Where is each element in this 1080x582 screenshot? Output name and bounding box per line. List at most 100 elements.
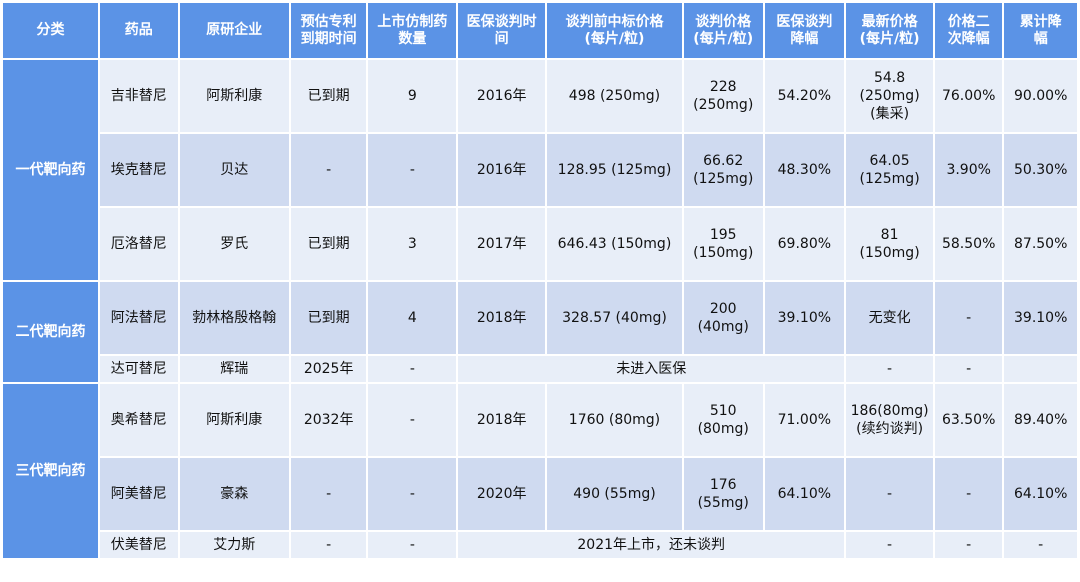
table-row: 阿美替尼 豪森 - - 2020年 490 (55mg) 176 (55mg) … bbox=[2, 456, 1079, 532]
drop1-cell: 71.00% bbox=[762, 382, 847, 458]
drop1-cell: 64.10% bbox=[762, 456, 847, 532]
total-drop-cell: 39.10% bbox=[1002, 280, 1079, 356]
drug-cell: 阿美替尼 bbox=[97, 456, 180, 532]
drop1-cell: 48.30% bbox=[762, 132, 847, 208]
drop2-cell: - bbox=[932, 456, 1005, 532]
header-drug: 药品 bbox=[97, 1, 180, 60]
total-drop-cell bbox=[1002, 354, 1079, 384]
patent-cell: 已到期 bbox=[288, 58, 369, 134]
company-cell: 阿斯利康 bbox=[177, 58, 291, 134]
drug-cell: 阿法替尼 bbox=[97, 280, 180, 356]
generics-cell: 4 bbox=[366, 280, 459, 356]
header-negotiation-drop: 医保谈判 降幅 bbox=[762, 1, 847, 60]
latest-price-cell: 无变化 bbox=[844, 280, 935, 356]
company-cell: 勃林格殷格翰 bbox=[177, 280, 291, 356]
time-cell: 2018年 bbox=[456, 280, 548, 356]
total-drop-cell: - bbox=[1002, 530, 1079, 560]
drug-price-table: 分类 药品 原研企业 预估专利 到期时间 上市仿制药 数量 医保谈判时 间 谈判… bbox=[1, 1, 1079, 560]
drug-cell: 厄洛替尼 bbox=[97, 206, 180, 282]
generics-cell: - bbox=[366, 530, 459, 560]
latest-price-cell: - bbox=[844, 530, 935, 560]
header-patent-expiry: 预估专利 到期时间 bbox=[288, 1, 369, 60]
drug-cell: 吉非替尼 bbox=[97, 58, 180, 134]
time-cell: 2020年 bbox=[456, 456, 548, 532]
drug-cell: 伏美替尼 bbox=[97, 530, 180, 560]
company-cell: 艾力斯 bbox=[177, 530, 291, 560]
drop2-cell: - bbox=[932, 354, 1005, 384]
patent-cell: 2025年 bbox=[288, 354, 369, 384]
patent-cell: - bbox=[288, 132, 369, 208]
nego-price-cell: 200 (40mg) bbox=[681, 280, 765, 356]
total-drop-cell: 50.30% bbox=[1002, 132, 1079, 208]
total-drop-cell: 87.50% bbox=[1002, 206, 1079, 282]
drug-cell: 埃克替尼 bbox=[97, 132, 180, 208]
pre-price-cell: 490 (55mg) bbox=[545, 456, 684, 532]
time-cell: 2016年 bbox=[456, 132, 548, 208]
pre-price-cell: 1760 (80mg) bbox=[545, 382, 684, 458]
time-cell: 2017年 bbox=[456, 206, 548, 282]
latest-price-cell: - bbox=[844, 354, 935, 384]
drop2-cell: 58.50% bbox=[932, 206, 1005, 282]
nego-price-cell: 228 (250mg) bbox=[681, 58, 765, 134]
company-cell: 贝达 bbox=[177, 132, 291, 208]
drug-cell: 达可替尼 bbox=[97, 354, 180, 384]
header-total-drop: 累计降 幅 bbox=[1002, 1, 1079, 60]
header-latest-price: 最新价格 (每片/粒) bbox=[844, 1, 935, 60]
table-row: 一代靶向药 吉非替尼 阿斯利康 已到期 9 2016年 498 (250mg) … bbox=[1, 58, 1079, 282]
total-drop-cell: 64.10% bbox=[1002, 456, 1079, 532]
category-cell: 二代靶向药 bbox=[1, 280, 100, 384]
drop2-cell: 76.00% bbox=[932, 58, 1005, 134]
header-pre-negotiation-price: 谈判前中标价格 (每片/粒) bbox=[545, 1, 684, 60]
patent-cell: - bbox=[288, 530, 369, 560]
header-company: 原研企业 bbox=[177, 1, 291, 60]
company-cell: 罗氏 bbox=[177, 206, 291, 282]
patent-cell: 2032年 bbox=[288, 382, 369, 458]
generics-cell: 9 bbox=[366, 58, 459, 134]
header-negotiation-time: 医保谈判时 间 bbox=[456, 1, 548, 60]
merged-status-cell: 2021年上市，还未谈判 bbox=[456, 530, 847, 560]
time-cell: 2016年 bbox=[456, 58, 548, 134]
patent-cell: - bbox=[288, 456, 369, 532]
nego-price-cell: 195 (150mg) bbox=[681, 206, 765, 282]
category-cell: 一代靶向药 bbox=[1, 58, 100, 282]
patent-cell: 已到期 bbox=[288, 280, 369, 356]
header-row: 分类 药品 原研企业 预估专利 到期时间 上市仿制药 数量 医保谈判时 间 谈判… bbox=[1, 1, 1079, 60]
pre-price-cell: 498 (250mg) bbox=[545, 58, 684, 134]
drug-cell: 奥希替尼 bbox=[97, 382, 180, 458]
nego-price-cell: 66.62 (125mg) bbox=[681, 132, 765, 208]
drop1-cell: 39.10% bbox=[762, 280, 847, 356]
total-drop-cell: 89.40% bbox=[1002, 382, 1079, 458]
header-negotiated-price: 谈判价格 (每片/粒) bbox=[681, 1, 765, 60]
header-second-drop: 价格二 次降幅 bbox=[932, 1, 1005, 60]
company-cell: 辉瑞 bbox=[177, 354, 291, 384]
table-row: 二代靶向药 阿法替尼 勃林格殷格翰 已到期 4 2018年 328.57 (40… bbox=[1, 280, 1079, 384]
generics-cell: - bbox=[366, 354, 459, 384]
drop1-cell: 69.80% bbox=[762, 206, 847, 282]
table-row: 达可替尼 辉瑞 2025年 - 未进入医保 - - bbox=[2, 354, 1079, 384]
pre-price-cell: 328.57 (40mg) bbox=[545, 280, 684, 356]
latest-price-cell: - bbox=[844, 456, 935, 532]
category-cell: 三代靶向药 bbox=[1, 382, 100, 560]
latest-price-cell: 81 (150mg) bbox=[844, 206, 935, 282]
total-drop-cell: 90.00% bbox=[1002, 58, 1079, 134]
generics-cell: - bbox=[366, 132, 459, 208]
latest-price-cell: 186(80mg) (续约谈判) bbox=[844, 382, 935, 458]
merged-status-cell: 未进入医保 bbox=[456, 354, 847, 384]
table-row: 厄洛替尼 罗氏 已到期 3 2017年 646.43 (150mg) 195 (… bbox=[2, 206, 1079, 282]
header-category: 分类 bbox=[1, 1, 100, 60]
table-row: 伏美替尼 艾力斯 - - 2021年上市，还未谈判 - - - bbox=[2, 530, 1079, 560]
company-cell: 阿斯利康 bbox=[177, 382, 291, 458]
drop2-cell: - bbox=[932, 530, 1005, 560]
drop2-cell: 3.90% bbox=[932, 132, 1005, 208]
nego-price-cell: 176 (55mg) bbox=[681, 456, 765, 532]
generics-cell: - bbox=[366, 382, 459, 458]
table-row: 埃克替尼 贝达 - - 2016年 128.95 (125mg) 66.62 (… bbox=[2, 132, 1079, 208]
generics-cell: 3 bbox=[366, 206, 459, 282]
generics-cell: - bbox=[366, 456, 459, 532]
pre-price-cell: 128.95 (125mg) bbox=[545, 132, 684, 208]
company-cell: 豪森 bbox=[177, 456, 291, 532]
table-row: 三代靶向药 奥希替尼 阿斯利康 2032年 - 2018年 1760 (80mg… bbox=[1, 382, 1079, 560]
time-cell: 2018年 bbox=[456, 382, 548, 458]
drop2-cell: 63.50% bbox=[932, 382, 1005, 458]
pre-price-cell: 646.43 (150mg) bbox=[545, 206, 684, 282]
